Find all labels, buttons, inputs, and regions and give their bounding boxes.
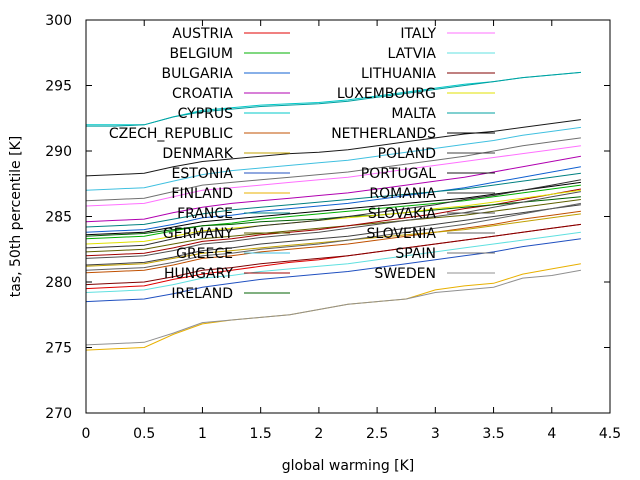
series-line-malta xyxy=(86,71,581,127)
legend-label: CYPRUS xyxy=(178,106,233,122)
legend-label: IRELAND xyxy=(171,286,233,302)
y-tick-label: 285 xyxy=(45,210,72,226)
series-line-portugal xyxy=(85,119,581,177)
legend: AUSTRIA BELGIUM BULGARIA CROATIA CYPRUS CZECH… xyxy=(109,26,495,302)
legend-label: NETHERLANDS xyxy=(331,126,436,142)
legend-label: ROMANIA xyxy=(369,186,436,202)
legend-label: ITALY xyxy=(400,26,436,42)
x-tick-label: 1.5 xyxy=(250,426,272,442)
legend-label: LATVIA xyxy=(388,46,437,62)
y-tick-label: 275 xyxy=(45,341,72,357)
y-tick-label: 280 xyxy=(45,275,72,291)
y-axis-label: tas, 50th percentile [K] xyxy=(8,136,24,297)
series-line-poland xyxy=(85,204,581,266)
x-tick-label: 4.5 xyxy=(599,426,621,442)
legend-label: GREECE xyxy=(176,246,233,262)
ticks: 0 0.5 1 1.5 2 2.5 3 3.5 4 4.5 270 275 280 285 290 295 30… xyxy=(45,13,621,442)
series-line-latvia xyxy=(85,231,581,293)
legend-label: MALTA xyxy=(391,106,436,122)
series-line-netherlands xyxy=(85,181,581,236)
legend-label: SLOVENIA xyxy=(366,226,436,242)
legend-label: BELGIUM xyxy=(169,46,233,62)
series-line-france xyxy=(85,172,581,228)
legend-label: PORTUGAL xyxy=(361,166,436,182)
series-line-romania xyxy=(85,179,581,249)
legend-label: ESTONIA xyxy=(172,166,234,182)
legend-label: BULGARIA xyxy=(161,66,233,82)
x-tick-label: 3.5 xyxy=(482,426,504,442)
series-line-spain xyxy=(85,137,581,202)
series-line-ireland xyxy=(85,196,581,237)
x-tick-label: 0.5 xyxy=(133,426,155,442)
legend-label: CZECH_REPUBLIC xyxy=(109,126,233,142)
series-line-italy xyxy=(85,145,581,207)
legend-label: SPAIN xyxy=(395,246,436,262)
series-line-luxembourg xyxy=(85,189,581,245)
legend-label: FINLAND xyxy=(171,186,233,202)
series-line-croatia xyxy=(85,155,581,223)
series-line-sweden xyxy=(85,269,581,346)
x-axis-label: global warming [K] xyxy=(282,458,415,474)
x-tick-label: 2.5 xyxy=(366,426,388,442)
series-line-slovakia xyxy=(85,191,581,259)
series-line-lithuania xyxy=(85,223,581,286)
legend-label: LITHUANIA xyxy=(361,66,436,82)
series-line-denmark xyxy=(85,213,581,267)
y-tick-label: 295 xyxy=(45,79,72,95)
series-line-czech-republic xyxy=(85,210,581,274)
x-tick-label: 1 xyxy=(198,426,207,442)
x-tick-label: 0 xyxy=(82,426,91,442)
legend-label: DENMARK xyxy=(162,146,233,162)
legend-label: SWEDEN xyxy=(374,266,436,282)
legend-label: CROATIA xyxy=(172,86,233,102)
x-tick-label: 4 xyxy=(547,426,556,442)
x-tick-label: 3 xyxy=(431,426,440,442)
series-line-belgium xyxy=(85,184,581,240)
series-line-slovenia xyxy=(85,202,581,271)
legend-label: AUSTRIA xyxy=(172,26,233,42)
series-line-greece xyxy=(85,126,581,191)
y-tick-label: 300 xyxy=(45,13,72,29)
y-tick-label: 290 xyxy=(45,144,72,160)
series-line-germany xyxy=(85,199,581,253)
legend-label: POLAND xyxy=(378,146,436,162)
y-tick-label: 270 xyxy=(45,406,72,422)
series-layer xyxy=(85,71,581,351)
legend-label: SLOVAKIA xyxy=(368,206,437,222)
series-line-bulgaria xyxy=(85,166,581,233)
x-tick-label: 2 xyxy=(314,426,323,442)
legend-label: LUXEMBOURG xyxy=(337,86,436,102)
series-line-estonia xyxy=(85,238,581,303)
legend-label: HUNGARY xyxy=(164,266,234,282)
legend-label: GERMANY xyxy=(163,226,234,242)
legend-label: FRANCE xyxy=(177,206,233,222)
